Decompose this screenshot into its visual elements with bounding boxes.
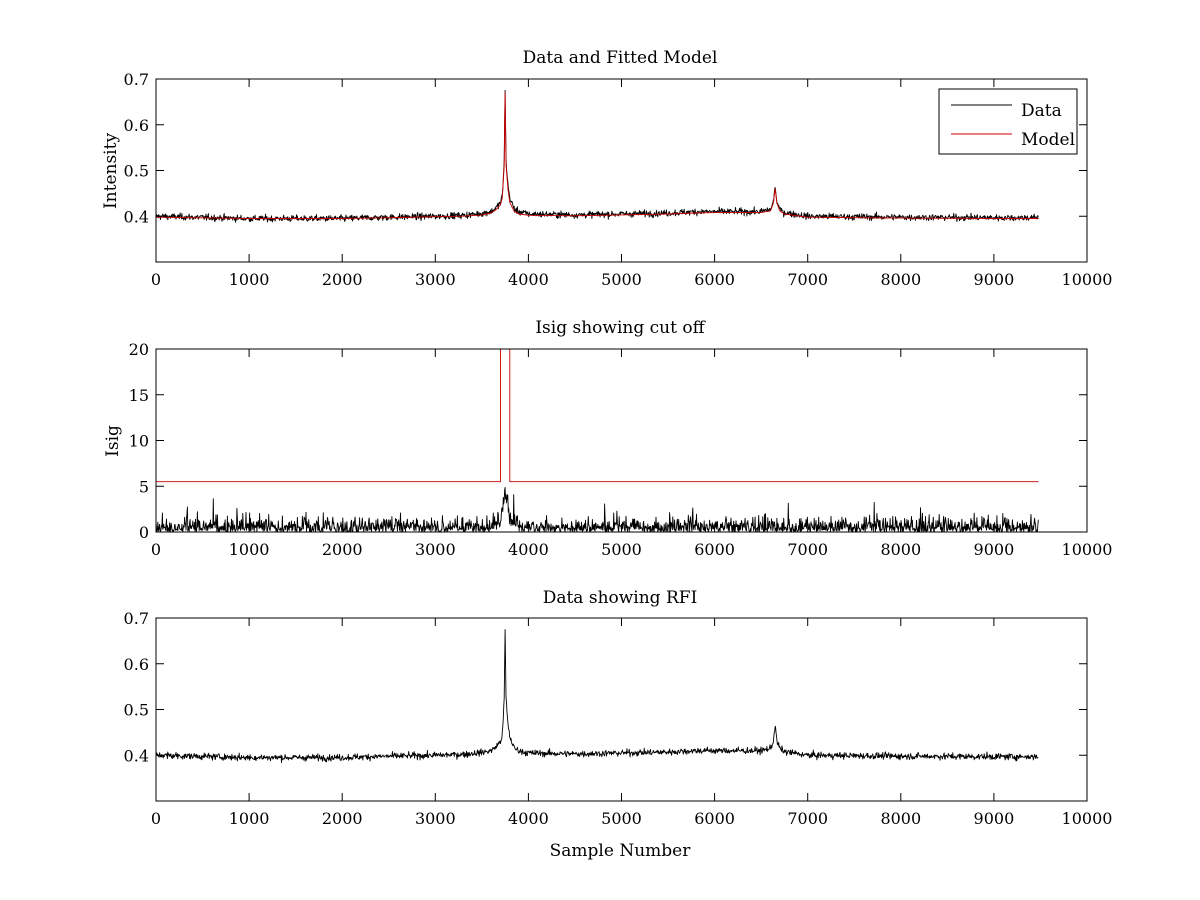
- chart-title: Isig showing cut off: [535, 318, 706, 338]
- legend-label-model: Model: [1021, 130, 1075, 150]
- x-tick-label: 10000: [1062, 809, 1113, 828]
- series-line-data: [156, 629, 1039, 764]
- y-tick-label: 0.6: [124, 116, 149, 135]
- x-tick-label: 5000: [601, 270, 642, 289]
- x-tick-label: 7000: [787, 540, 828, 559]
- x-tick-label: 6000: [694, 540, 735, 559]
- plot-area: 0 1000 2000 3000 4000 5000 6000 7000 8000 9000 100…: [129, 340, 1113, 559]
- axes-frame: [155, 348, 1088, 533]
- y-tick-label: 20: [129, 340, 149, 359]
- series-group: [156, 629, 1039, 764]
- x-tick-label: 2000: [322, 540, 363, 559]
- series-group: [156, 349, 1039, 532]
- series-line-isig: [156, 487, 1039, 532]
- y-tick-label: 0.7: [124, 609, 149, 628]
- plot-area: 0 1000 2000 3000 4000 5000 6000 7000 8000 9000 100…: [124, 70, 1113, 289]
- x-tick-label: 7000: [787, 270, 828, 289]
- x-tick-label: 3000: [415, 270, 456, 289]
- x-tick-label: 4000: [508, 540, 549, 559]
- legend-label-data: Data: [1021, 101, 1062, 121]
- x-tick-label: 9000: [974, 270, 1015, 289]
- y-tick-label: 0.6: [124, 655, 149, 674]
- series-line-data: [156, 89, 1039, 223]
- x-tick-label: 9000: [974, 540, 1015, 559]
- x-tick-label: 8000: [880, 809, 921, 828]
- panel-top: Data and Fitted Model Intensity 0 1000 200…: [101, 48, 1112, 289]
- x-tick-label: 6000: [694, 809, 735, 828]
- x-tick-label: 2000: [322, 809, 363, 828]
- axes-frame: [155, 617, 1088, 802]
- x-tick-label: 3000: [415, 540, 456, 559]
- x-tick-label: 4000: [508, 809, 549, 828]
- x-tick-label: 2000: [322, 270, 363, 289]
- y-tick-label: 0.7: [124, 70, 149, 89]
- y-tick-label: 10: [129, 432, 149, 451]
- y-axis-label: Isig: [103, 425, 123, 457]
- y-tick-label: 0.5: [124, 162, 149, 181]
- x-tick-label: 8000: [880, 540, 921, 559]
- series-group: [156, 89, 1039, 223]
- x-axis-label: Sample Number: [550, 841, 692, 861]
- y-tick-label: 15: [129, 386, 149, 405]
- x-tick-label: 10000: [1062, 270, 1113, 289]
- x-tick-label: 9000: [974, 809, 1015, 828]
- chart-title: Data and Fitted Model: [523, 48, 718, 68]
- series-line-cut-off: [156, 349, 1039, 483]
- x-tick-label: 5000: [601, 809, 642, 828]
- y-tick-label: 5: [139, 477, 149, 496]
- x-tick-label: 10000: [1062, 540, 1113, 559]
- y-tick-label: 0.4: [124, 207, 149, 226]
- series-line-model: [156, 92, 1039, 219]
- x-tick-label: 0: [151, 809, 161, 828]
- x-tick-label: 7000: [787, 809, 828, 828]
- panel-middle: Isig showing cut off Isig 0 1000 2000 3000 4…: [103, 318, 1112, 559]
- x-tick-label: 8000: [880, 270, 921, 289]
- x-tick-label: 1000: [229, 270, 270, 289]
- y-tick-label: 0.5: [124, 701, 149, 720]
- x-tick-label: 0: [151, 270, 161, 289]
- legend: Data Model: [938, 88, 1078, 155]
- x-tick-label: 5000: [601, 540, 642, 559]
- x-tick-label: 3000: [415, 809, 456, 828]
- x-tick-label: 0: [151, 540, 161, 559]
- legend-box: [938, 88, 1078, 155]
- y-tick-label: 0: [139, 523, 149, 542]
- y-tick-label: 0.4: [124, 746, 149, 765]
- plot-area: 0 1000 2000 3000 4000 5000 6000 7000 8000 9000 100…: [124, 609, 1113, 828]
- x-tick-label: 6000: [694, 270, 735, 289]
- panel-bottom: Data showing RFI 0 1000 2000 3000 4000 5000 60…: [124, 588, 1113, 861]
- x-tick-label: 1000: [229, 809, 270, 828]
- y-axis-label: Intensity: [101, 133, 121, 209]
- x-tick-label: 1000: [229, 540, 270, 559]
- chart-title: Data showing RFI: [543, 588, 698, 608]
- x-tick-label: 4000: [508, 270, 549, 289]
